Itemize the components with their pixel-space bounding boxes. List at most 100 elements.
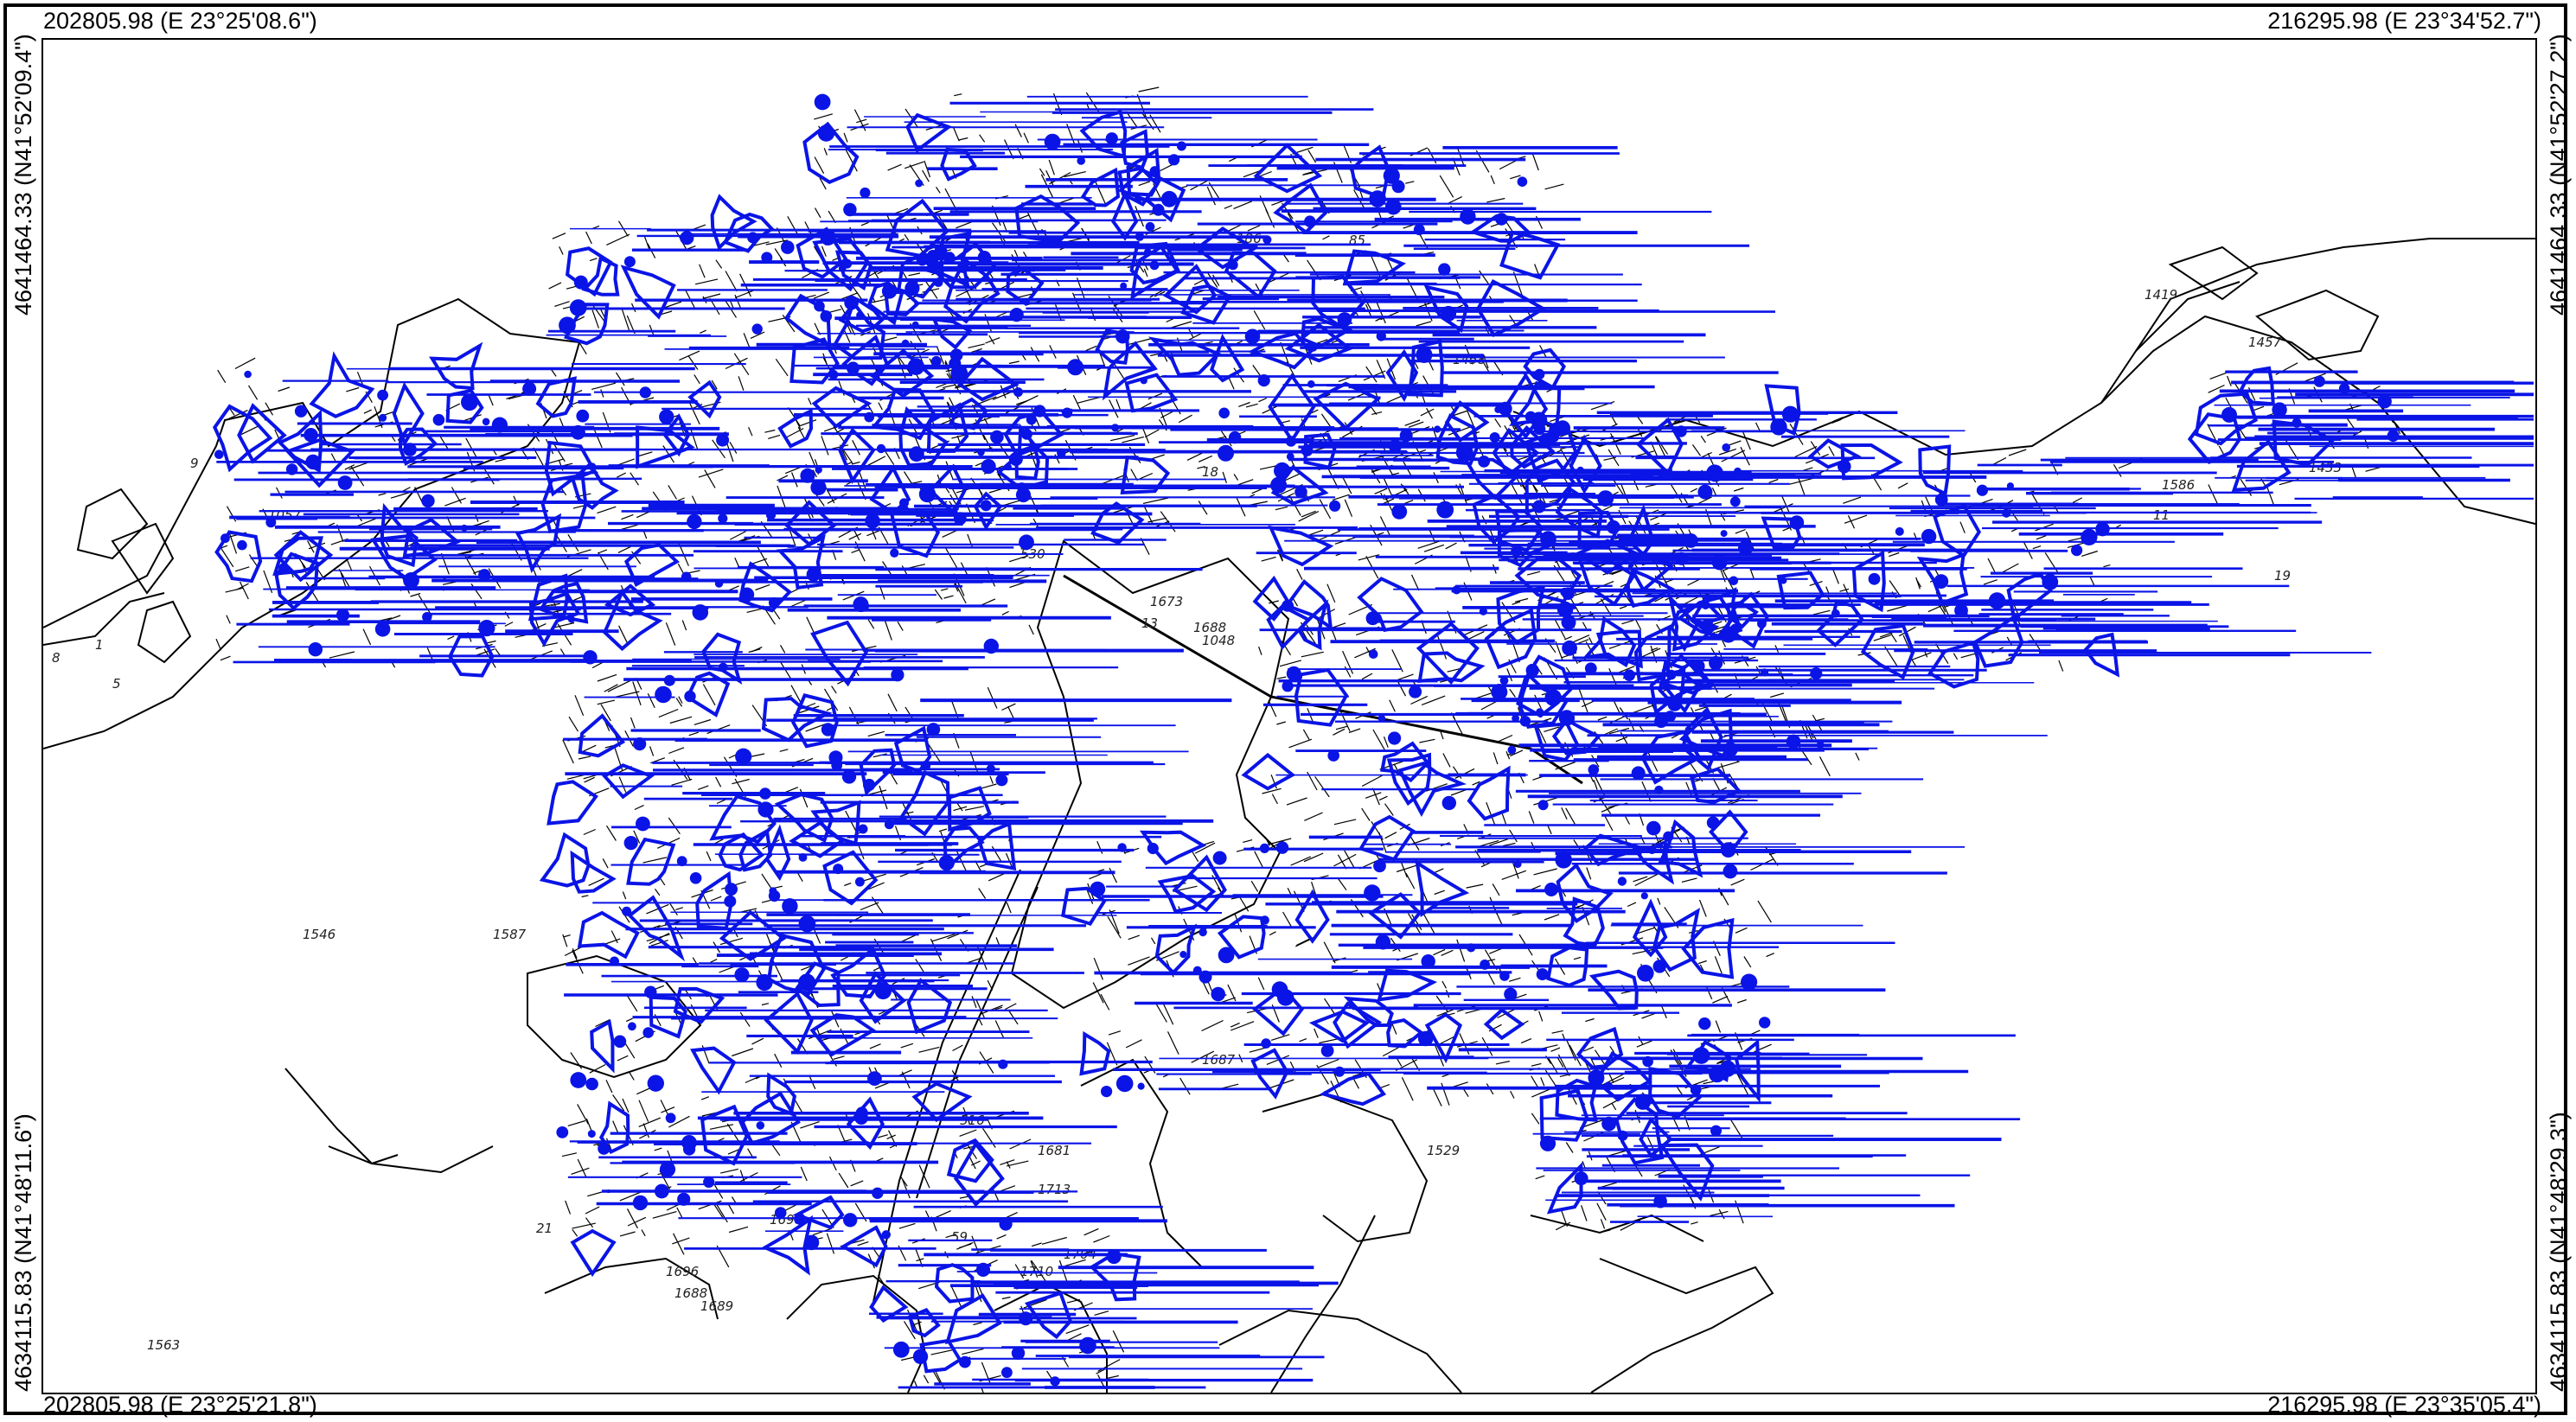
feature-polygon[interactable] bbox=[946, 1138, 994, 1183]
feature-polygon[interactable] bbox=[1241, 752, 1296, 791]
feature-vertex[interactable] bbox=[1441, 305, 1457, 322]
feature-vertex[interactable] bbox=[1525, 663, 1539, 678]
feature-vertex[interactable] bbox=[1117, 843, 1127, 852]
feature-vertex[interactable] bbox=[1460, 208, 1476, 225]
feature-vertex[interactable] bbox=[1642, 1055, 1653, 1068]
feature-vertex[interactable] bbox=[2272, 402, 2287, 418]
feature-vertex[interactable] bbox=[585, 1077, 598, 1091]
feature-polygon[interactable] bbox=[1061, 886, 1107, 926]
feature-vertex[interactable] bbox=[1478, 456, 1490, 468]
feature-vertex[interactable] bbox=[1364, 884, 1381, 902]
feature-polygon[interactable] bbox=[1708, 809, 1748, 856]
feature-polygon[interactable] bbox=[571, 461, 619, 510]
feature-polygon[interactable] bbox=[1582, 615, 1637, 668]
feature-vertex[interactable] bbox=[659, 409, 674, 424]
feature-vertex[interactable] bbox=[1723, 864, 1738, 879]
feature-vertex[interactable] bbox=[1160, 190, 1178, 207]
feature-vertex[interactable] bbox=[1654, 714, 1668, 729]
feature-vertex[interactable] bbox=[1111, 424, 1120, 432]
feature-vertex[interactable] bbox=[237, 539, 247, 551]
feature-polygon[interactable] bbox=[237, 403, 287, 464]
feature-vertex[interactable] bbox=[576, 409, 590, 423]
feature-polygon[interactable] bbox=[602, 589, 663, 652]
feature-vertex[interactable] bbox=[556, 1126, 569, 1138]
feature-vertex[interactable] bbox=[1377, 714, 1386, 723]
feature-vertex[interactable] bbox=[1576, 466, 1584, 474]
feature-vertex[interactable] bbox=[573, 275, 588, 290]
feature-vertex[interactable] bbox=[460, 524, 468, 532]
feature-vertex[interactable] bbox=[1868, 572, 1881, 585]
feature-polygon[interactable] bbox=[740, 1091, 801, 1145]
feature-vertex[interactable] bbox=[1090, 881, 1106, 897]
feature-vertex[interactable] bbox=[2002, 508, 2011, 518]
feature-vertex[interactable] bbox=[841, 769, 857, 784]
feature-vertex[interactable] bbox=[1658, 553, 1671, 565]
feature-vertex[interactable] bbox=[1664, 711, 1676, 723]
feature-polygon[interactable] bbox=[277, 409, 323, 474]
feature-vertex[interactable] bbox=[847, 361, 860, 375]
feature-vertex[interactable] bbox=[735, 748, 752, 765]
feature-vertex[interactable] bbox=[1067, 359, 1084, 376]
feature-vertex[interactable] bbox=[926, 723, 941, 737]
feature-polygon[interactable] bbox=[1563, 896, 1605, 947]
feature-vertex[interactable] bbox=[1606, 520, 1620, 534]
cadastral-map[interactable]: 1419145714331546158715291696168816891563… bbox=[42, 38, 2537, 1394]
feature-vertex[interactable] bbox=[794, 1213, 806, 1225]
feature-polygon[interactable] bbox=[1681, 917, 1735, 979]
feature-polygon[interactable] bbox=[627, 895, 686, 962]
feature-vertex[interactable] bbox=[1017, 482, 1027, 493]
feature-polygon[interactable] bbox=[1089, 1252, 1141, 1302]
feature-vertex[interactable] bbox=[432, 413, 445, 426]
feature-vertex[interactable] bbox=[821, 723, 835, 737]
feature-vertex[interactable] bbox=[598, 1142, 610, 1155]
feature-vertex[interactable] bbox=[2095, 521, 2110, 537]
feature-polygon[interactable] bbox=[1649, 669, 1703, 716]
feature-vertex[interactable] bbox=[1701, 619, 1714, 631]
feature-vertex[interactable] bbox=[1531, 411, 1548, 429]
feature-polygon[interactable] bbox=[840, 1225, 888, 1268]
feature-vertex[interactable] bbox=[1934, 493, 1948, 507]
feature-polygon[interactable] bbox=[1424, 1012, 1463, 1064]
feature-vertex[interactable] bbox=[1368, 649, 1378, 659]
feature-polygon[interactable] bbox=[649, 995, 687, 1039]
feature-vertex[interactable] bbox=[725, 883, 738, 896]
feature-vertex[interactable] bbox=[872, 1187, 884, 1200]
feature-vertex[interactable] bbox=[1192, 966, 1202, 975]
feature-vertex[interactable] bbox=[1495, 213, 1508, 226]
feature-vertex[interactable] bbox=[1640, 892, 1648, 900]
feature-polygon[interactable] bbox=[907, 1307, 941, 1338]
feature-vertex[interactable] bbox=[806, 567, 821, 582]
feature-vertex[interactable] bbox=[681, 1135, 697, 1151]
feature-vertex[interactable] bbox=[684, 690, 696, 703]
feature-polygon[interactable] bbox=[1266, 603, 1312, 650]
feature-vertex[interactable] bbox=[1033, 405, 1046, 418]
feature-vertex[interactable] bbox=[1391, 180, 1405, 194]
feature-vertex[interactable] bbox=[1375, 934, 1391, 950]
feature-vertex[interactable] bbox=[1617, 1130, 1628, 1141]
feature-polygon[interactable] bbox=[869, 464, 911, 515]
feature-polygon[interactable] bbox=[1496, 585, 1545, 645]
feature-polygon[interactable] bbox=[685, 671, 731, 717]
feature-polygon[interactable] bbox=[1308, 1010, 1370, 1043]
feature-vertex[interactable] bbox=[1304, 215, 1316, 227]
feature-vertex[interactable] bbox=[1376, 331, 1387, 341]
feature-vertex[interactable] bbox=[844, 295, 859, 310]
feature-polygon[interactable] bbox=[1343, 996, 1394, 1028]
feature-polygon[interactable] bbox=[1484, 608, 1537, 670]
feature-vertex[interactable] bbox=[1106, 1249, 1122, 1265]
feature-vertex[interactable] bbox=[1294, 485, 1307, 499]
feature-vertex[interactable] bbox=[570, 1072, 587, 1088]
feature-vertex[interactable] bbox=[1282, 680, 1294, 692]
feature-polygon[interactable] bbox=[380, 502, 419, 568]
feature-vertex[interactable] bbox=[1954, 603, 1968, 618]
feature-vertex[interactable] bbox=[1921, 528, 1937, 545]
feature-vertex[interactable] bbox=[1663, 831, 1674, 842]
feature-vertex[interactable] bbox=[761, 252, 773, 264]
feature-vertex[interactable] bbox=[912, 1349, 929, 1365]
feature-vertex[interactable] bbox=[1491, 684, 1508, 700]
feature-vertex[interactable] bbox=[633, 737, 647, 751]
feature-vertex[interactable] bbox=[1417, 1030, 1434, 1047]
feature-vertex[interactable] bbox=[1617, 877, 1627, 886]
feature-vertex[interactable] bbox=[860, 187, 871, 199]
feature-vertex[interactable] bbox=[891, 668, 904, 682]
